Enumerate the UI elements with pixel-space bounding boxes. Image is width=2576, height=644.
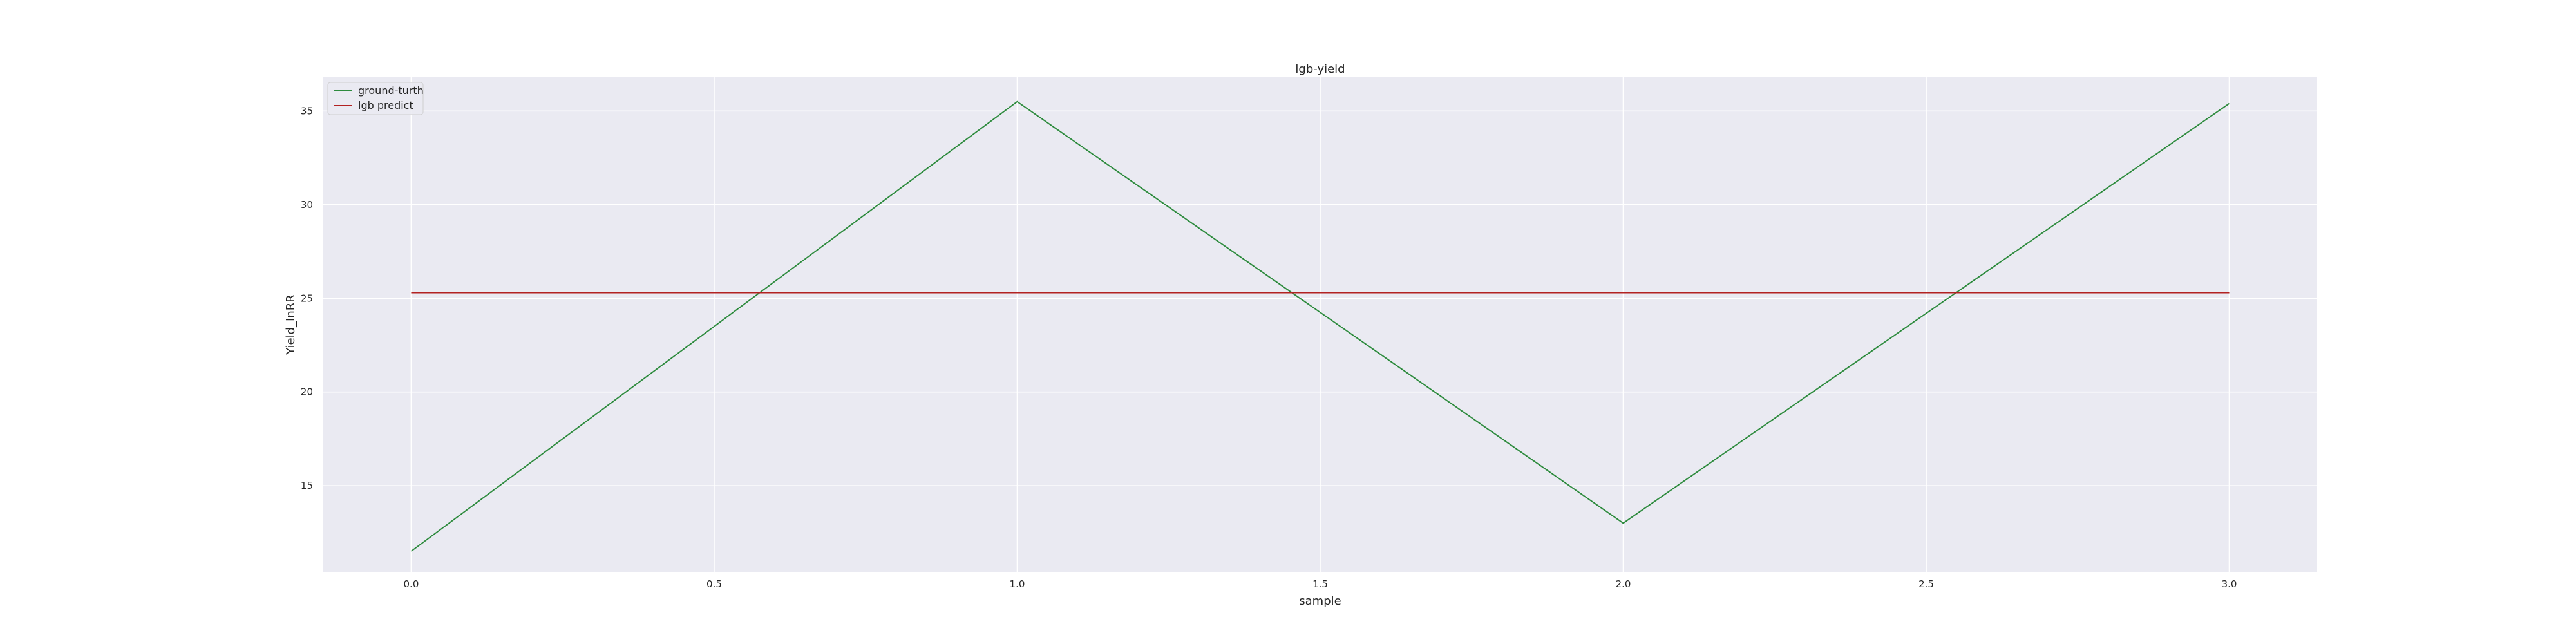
y-tick-labels: 15 20 25 30 35 (301, 105, 313, 491)
x-tick-label: 0.0 (404, 578, 419, 590)
x-tick-label: 2.0 (1616, 578, 1631, 590)
x-tick-labels: 0.0 0.5 1.0 1.5 2.0 2.5 3.0 (404, 578, 2237, 590)
gridlines (323, 77, 2317, 572)
chart-title: lgb-yield (1295, 62, 1345, 76)
x-tick-label: 1.0 (1010, 578, 1025, 590)
y-tick-label: 35 (301, 105, 313, 117)
x-tick-label: 0.5 (706, 578, 722, 590)
y-tick-label: 20 (301, 386, 313, 398)
y-tick-label: 30 (301, 199, 313, 211)
y-tick-label: 25 (301, 292, 313, 304)
x-tick-label: 2.5 (1918, 578, 1934, 590)
legend: ground-turth lgb predict (327, 82, 424, 115)
legend-label-lgb-predict: lgb predict (358, 99, 413, 111)
x-tick-label: 3.0 (2222, 578, 2237, 590)
y-tick-label: 15 (301, 480, 313, 491)
series-line-ground-turth (410, 100, 2230, 552)
series-lines (410, 100, 2230, 552)
legend-label-ground-turth: ground-turth (358, 84, 424, 97)
y-axis-label: Yield_InRR (284, 294, 298, 355)
x-axis-label: sample (1299, 594, 1341, 608)
x-tick-label: 1.5 (1312, 578, 1328, 590)
